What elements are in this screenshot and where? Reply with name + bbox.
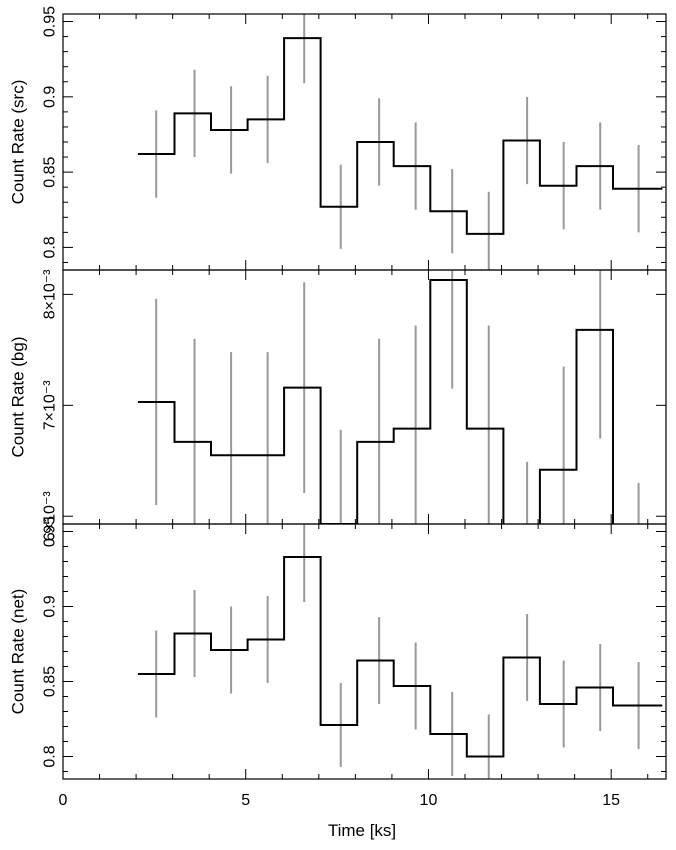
x-tick-labels: 0 5 10 15 [59, 792, 621, 809]
x-tick-label: 15 [602, 792, 620, 809]
panel-bg: 6×10⁻³ 7×10⁻³ 8×10⁻³ Count Rate (bg) [9, 269, 667, 541]
step-line-net [137, 556, 663, 758]
error-bars-net [155, 524, 640, 779]
panel-net: 0.8 0.85 0.9 0.95 Count Rate (net) [9, 516, 667, 780]
error-bars-bg [155, 270, 640, 524]
x-tick-label: 0 [59, 792, 68, 809]
y-tick-label: 0.9 [42, 595, 59, 617]
x-axis-label: Time [ks] [328, 821, 396, 840]
x-tick-label: 5 [241, 792, 250, 809]
y-tick-label: 8×10⁻³ [42, 269, 59, 319]
panel-frame [62, 523, 667, 780]
y-tick-label: 0.95 [42, 6, 59, 37]
y-tick-label: 0.85 [42, 666, 59, 697]
x-tick-label: 10 [420, 792, 438, 809]
y-tick-label: 0.95 [42, 516, 59, 547]
step-line-bg [137, 279, 614, 524]
step-line-src [137, 37, 663, 235]
y-tick-label: 0.85 [42, 156, 59, 187]
y-tick-label: 7×10⁻³ [42, 380, 59, 430]
y-tick-label: 6×10⁻³ [42, 491, 59, 541]
error-bars-src [155, 14, 640, 270]
y-tick-label: 0.8 [42, 745, 59, 767]
y-axis-label: Count Rate (bg) [9, 337, 28, 458]
y-axis-label: Count Rate (net) [9, 589, 28, 715]
panel-src: 0.8 0.85 0.9 0.95 Count Rate (src) [9, 6, 667, 271]
y-tick-label: 0.8 [42, 236, 59, 258]
y-axis-label: Count Rate (src) [9, 80, 28, 205]
y-tick-label: 0.9 [42, 86, 59, 108]
